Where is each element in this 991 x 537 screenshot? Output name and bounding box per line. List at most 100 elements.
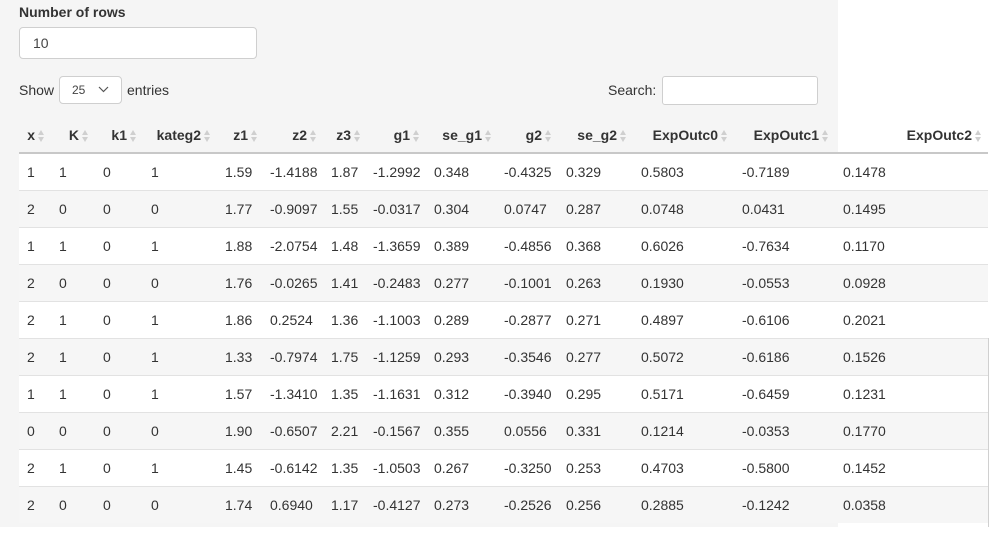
table-cell-expoutc0: 0.1930 <box>633 263 734 301</box>
table-cell-k1: 0 <box>95 226 143 264</box>
table-cell-kateg2: 0 <box>143 189 217 227</box>
search-label: Search: <box>608 82 657 98</box>
table-cell-g2: -0.3546 <box>498 337 558 375</box>
table-cell-z2: 0.6940 <box>264 485 323 523</box>
table-cell-z1: 1.77 <box>217 189 264 227</box>
column-header-expoutc1[interactable]: ExpOutc1 <box>734 117 835 154</box>
table-cell-kateg2: 1 <box>143 226 217 264</box>
table-cell-kateg2: 0 <box>143 411 217 449</box>
table-cell-se-g1: 0.312 <box>426 374 498 412</box>
column-header-g1[interactable]: g1 <box>367 117 426 154</box>
table-cell-se-g2: 0.263 <box>558 263 633 301</box>
column-header-expoutc2[interactable]: ExpOutc2 <box>835 117 988 154</box>
table-cell-expoutc2: 0.1231 <box>835 374 988 412</box>
column-header-expoutc0[interactable]: ExpOutc0 <box>633 117 734 154</box>
table-cell-expoutc1: -0.1242 <box>734 485 835 523</box>
table-cell-expoutc0: 0.1214 <box>633 411 734 449</box>
column-header-x[interactable]: x <box>19 117 51 154</box>
table-row[interactable]: 2 1 0 1 1.45 -0.6142 1.35 -1.0503 0.267 -0.3250 0.… <box>19 448 988 486</box>
table-cell-z3: 1.17 <box>323 485 367 523</box>
sort-both-icon <box>251 129 258 142</box>
sort-both-icon <box>130 129 137 142</box>
table-cell-z3: 1.35 <box>323 448 367 486</box>
column-header-k[interactable]: K <box>51 117 95 154</box>
column-header-label: k1 <box>111 126 127 143</box>
table-cell-expoutc0: 0.4703 <box>633 448 734 486</box>
table-cell-g2: -0.4325 <box>504 163 552 180</box>
column-header-label: ExpOutc2 <box>906 126 972 143</box>
table-cell-se-g1: 0.277 <box>426 263 498 301</box>
column-header-se-g2[interactable]: se_g2 <box>558 117 633 154</box>
table-cell-z2: 0.2524 <box>264 300 323 338</box>
column-header-label: ExpOutc1 <box>753 126 819 143</box>
table-cell-g1: -1.2992 <box>373 163 421 180</box>
table-cell-expoutc0: 0.2885 <box>633 485 734 523</box>
table-cell-expoutc0: 0.5803 <box>641 163 684 180</box>
table-cell-g2: -0.3250 <box>498 448 558 486</box>
table-row[interactable]: 2 0 0 0 1.74 0.6940 1.17 -0.4127 0.273 -0.2526 0.2… <box>19 485 988 523</box>
table-cell-se-g1: 0.267 <box>426 448 498 486</box>
chevron-down-icon <box>98 86 109 93</box>
table-cell-k1: 0 <box>95 411 143 449</box>
column-header-z3[interactable]: z3 <box>323 117 367 154</box>
table-cell-z3: 1.55 <box>323 189 367 227</box>
table-cell-expoutc1: -0.0353 <box>734 411 835 449</box>
rows-input[interactable]: 10 <box>19 27 257 59</box>
page-size-select[interactable]: 25 <box>59 76 122 104</box>
table-cell-z2: -1.3410 <box>264 374 323 412</box>
table-cell-x: 2 <box>19 300 51 338</box>
table-cell-k: 1 <box>51 374 95 412</box>
table-cell-z3: 1.48 <box>323 226 367 264</box>
column-header-label: kateg2 <box>156 126 201 143</box>
column-header-label: se_g2 <box>577 126 617 143</box>
rows-label: Number of rows <box>19 4 126 20</box>
column-header-se-g1[interactable]: se_g1 <box>426 117 498 154</box>
table-cell-expoutc2: 0.1526 <box>835 337 988 375</box>
column-header-z2[interactable]: z2 <box>264 117 323 154</box>
table-cell-k1: 0 <box>103 163 111 180</box>
table-cell-kateg2: 1 <box>151 163 159 180</box>
table-row[interactable]: 2 1 0 1 1.86 0.2524 1.36 -1.1003 0.289 -0.2877 0.2… <box>19 300 988 338</box>
table-cell-k: 1 <box>51 226 95 264</box>
table-cell-se-g1: 0.289 <box>426 300 498 338</box>
table-cell-x: 2 <box>19 189 51 227</box>
table-cell-expoutc2: 0.2021 <box>835 300 988 338</box>
table-row[interactable]: 1 1 0 1 1.59 -1.4188 1.87 -1.2992 0.348 -0.4325 0.… <box>19 153 988 190</box>
table-cell-g1: -0.0317 <box>367 189 426 227</box>
column-header-g2[interactable]: g2 <box>498 117 558 154</box>
table-row[interactable]: 1 1 0 1 1.88 -2.0754 1.48 -1.3659 0.389 -0.4856 0.… <box>19 226 988 264</box>
table-cell-z2: -0.9097 <box>264 189 323 227</box>
table-cell-expoutc1: -0.6106 <box>734 300 835 338</box>
column-header-z1[interactable]: z1 <box>217 117 264 154</box>
column-header-label: ExpOutc0 <box>652 126 718 143</box>
table-cell-z3: 1.36 <box>323 300 367 338</box>
sort-both-icon <box>721 129 728 142</box>
table-cell-k1: 0 <box>95 263 143 301</box>
column-header-kateg2[interactable]: kateg2 <box>143 117 217 154</box>
table-row[interactable]: 2 0 0 0 1.77 -0.9097 1.55 -0.0317 0.304 0.0747 0.2… <box>19 189 988 227</box>
table-cell-g2: -0.1001 <box>498 263 558 301</box>
table-cell-k: 1 <box>59 163 67 180</box>
table-row[interactable]: 1 1 0 1 1.57 -1.3410 1.35 -1.1631 0.312 -0.3940 0.… <box>19 374 988 412</box>
table-row[interactable]: 2 1 0 1 1.33 -0.7974 1.75 -1.1259 0.293 -0.3546 0.… <box>19 337 988 375</box>
table-cell-z2: -2.0754 <box>264 226 323 264</box>
table-cell-expoutc2: 0.1170 <box>835 226 988 264</box>
sort-both-icon <box>82 129 89 142</box>
table-cell-x: 2 <box>19 485 51 523</box>
sort-both-icon <box>354 129 361 142</box>
table-cell-g1: -0.4127 <box>367 485 426 523</box>
table-cell-x: 0 <box>19 411 51 449</box>
table-cell-expoutc2: 0.0928 <box>835 263 988 301</box>
table-cell-k: 1 <box>51 300 95 338</box>
table-cell-g2: -0.4856 <box>498 226 558 264</box>
table-cell-se-g2: 0.329 <box>566 163 602 180</box>
table-cell-z2: -0.7974 <box>264 337 323 375</box>
column-header-k1[interactable]: k1 <box>95 117 143 154</box>
table-cell-x: 1 <box>19 374 51 412</box>
table-row[interactable]: 2 0 0 0 1.76 -0.0265 1.41 -0.2483 0.277 -0.1001 0.… <box>19 263 988 301</box>
search-input[interactable] <box>662 76 818 105</box>
table-cell-se-g2: 0.256 <box>558 485 633 523</box>
table-row[interactable]: 0 0 0 0 1.90 -0.6507 2.21 -0.1567 0.355 0.0556 0.3… <box>19 411 988 449</box>
table-cell-expoutc2: 0.1495 <box>835 189 988 227</box>
table-cell-kateg2: 0 <box>143 485 217 523</box>
